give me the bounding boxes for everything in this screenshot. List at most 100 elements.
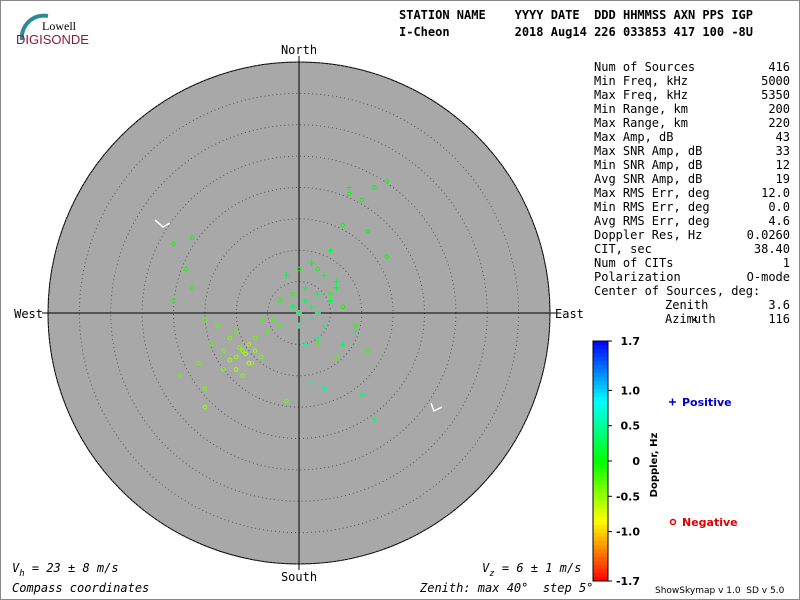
source-positive (321, 322, 328, 329)
source-positive (346, 184, 353, 191)
stat-value: 0.0 (768, 200, 790, 214)
colorbar-slice (593, 489, 608, 494)
colorbar-slice (593, 409, 608, 414)
source-positive (371, 416, 378, 423)
stat-label: Polarization (594, 270, 681, 284)
colorbar-tick-label: 0 (632, 455, 640, 468)
azimuth-icon (692, 316, 698, 322)
source-positive (358, 391, 365, 398)
source-negative (340, 222, 346, 228)
stat-value: 12 (776, 158, 790, 172)
colorbar-slice (593, 569, 608, 574)
colorbar-slice (593, 453, 608, 458)
colorbar-slice (593, 537, 608, 542)
colorbar-slice (593, 357, 608, 362)
stat-label: Max Freq, kHz (594, 88, 688, 102)
source-negative (346, 191, 352, 197)
stat-value: 416 (768, 60, 790, 74)
source-negative (259, 354, 264, 360)
source-positive (314, 335, 321, 342)
vz-symbol: V (482, 561, 490, 575)
colorbar-slice (593, 365, 608, 370)
colorbar-slice (593, 473, 608, 478)
center-label: Zenith (665, 298, 708, 312)
stat-label: Min SNR Amp, dB (594, 158, 702, 172)
source-negative (221, 348, 226, 353)
colorbar-slice (593, 361, 608, 366)
direction-label: West (14, 307, 43, 321)
colorbar-slice (593, 481, 608, 486)
source-positive (333, 278, 340, 285)
vh-label: Vh = 23 ± 8 m/s (12, 561, 119, 579)
stat-label: Min Range, km (594, 102, 688, 116)
colorbar-tick-label: 1.7 (621, 335, 641, 348)
source-negative (215, 323, 220, 328)
colorbar-slice (593, 445, 608, 450)
stat-label: Max Range, km (594, 116, 688, 130)
direction-label: East (555, 307, 584, 321)
colorbar-slice (593, 401, 608, 406)
source-negative (190, 235, 195, 240)
source-positive (296, 310, 302, 316)
colorbar-slice (593, 449, 608, 454)
colorbar-slice (593, 493, 608, 498)
source-negative (240, 348, 245, 353)
source-positive (302, 341, 309, 348)
source-negative (365, 348, 371, 353)
source-positive (289, 303, 296, 310)
source-negative (208, 342, 214, 347)
vh-text: = 23 ± 8 m/s (25, 561, 119, 575)
source-positive (308, 303, 315, 310)
source-positive (314, 310, 321, 316)
colorbar-slice (593, 345, 608, 350)
colorbar-slice (593, 557, 608, 562)
stat-value: 38.40 (754, 242, 790, 256)
stat-label: Max Amp, dB (594, 130, 673, 144)
source-negative (277, 323, 283, 328)
legend-symbol (669, 518, 677, 526)
stat-label: Min Freq, kHz (594, 74, 688, 88)
colorbar-tick-label: -0.5 (616, 490, 640, 503)
coords-label: Compass coordinates (12, 581, 149, 595)
source-negative (277, 298, 283, 303)
logo-bottom: DIGISONDE (16, 32, 89, 47)
source-negative (227, 357, 233, 363)
colorbar-slice (593, 437, 608, 442)
source-negative (233, 367, 239, 372)
center-title: Center of Sources, deg: (594, 284, 760, 298)
colorbar-slice (593, 369, 608, 374)
source-negative (233, 354, 239, 360)
colorbar-slice (593, 465, 608, 470)
stat-label: Num of Sources (594, 60, 695, 74)
vh-symbol: V (12, 561, 20, 575)
source-positive (283, 272, 290, 279)
source-negative (296, 266, 302, 272)
stat-value: 4.6 (768, 214, 790, 228)
source-negative (372, 185, 377, 190)
colorbar-slice (593, 505, 608, 510)
colorbar-slice (593, 353, 608, 358)
colorbar-slice (593, 561, 608, 566)
colorbar-slice (593, 521, 608, 526)
source-negative (246, 360, 252, 366)
vh-sub: h (19, 569, 24, 579)
colorbar-slice (593, 373, 608, 378)
colorbar-tick-label: -1.7 (616, 575, 640, 588)
stat-label: Avg RMS Err, deg (594, 214, 710, 228)
source-negative (252, 348, 258, 353)
source-negative (202, 404, 208, 410)
vz-sub: z (489, 569, 494, 579)
stat-label: Max RMS Err, deg (594, 186, 710, 200)
stat-label: CIT, sec (594, 242, 652, 256)
stat-label: Min RMS Err, deg (594, 200, 710, 214)
colorbar-slice (593, 441, 608, 446)
source-negative (334, 354, 339, 360)
colorbar-slice (593, 549, 608, 554)
colorbar-slice (593, 385, 608, 390)
stat-label: Max SNR Amp, dB (594, 144, 702, 158)
stat-value: 43 (776, 130, 790, 144)
colorbar-slice (593, 413, 608, 418)
source-positive (302, 284, 309, 291)
direction-label: North (281, 43, 317, 57)
colorbar-slice (593, 545, 608, 550)
